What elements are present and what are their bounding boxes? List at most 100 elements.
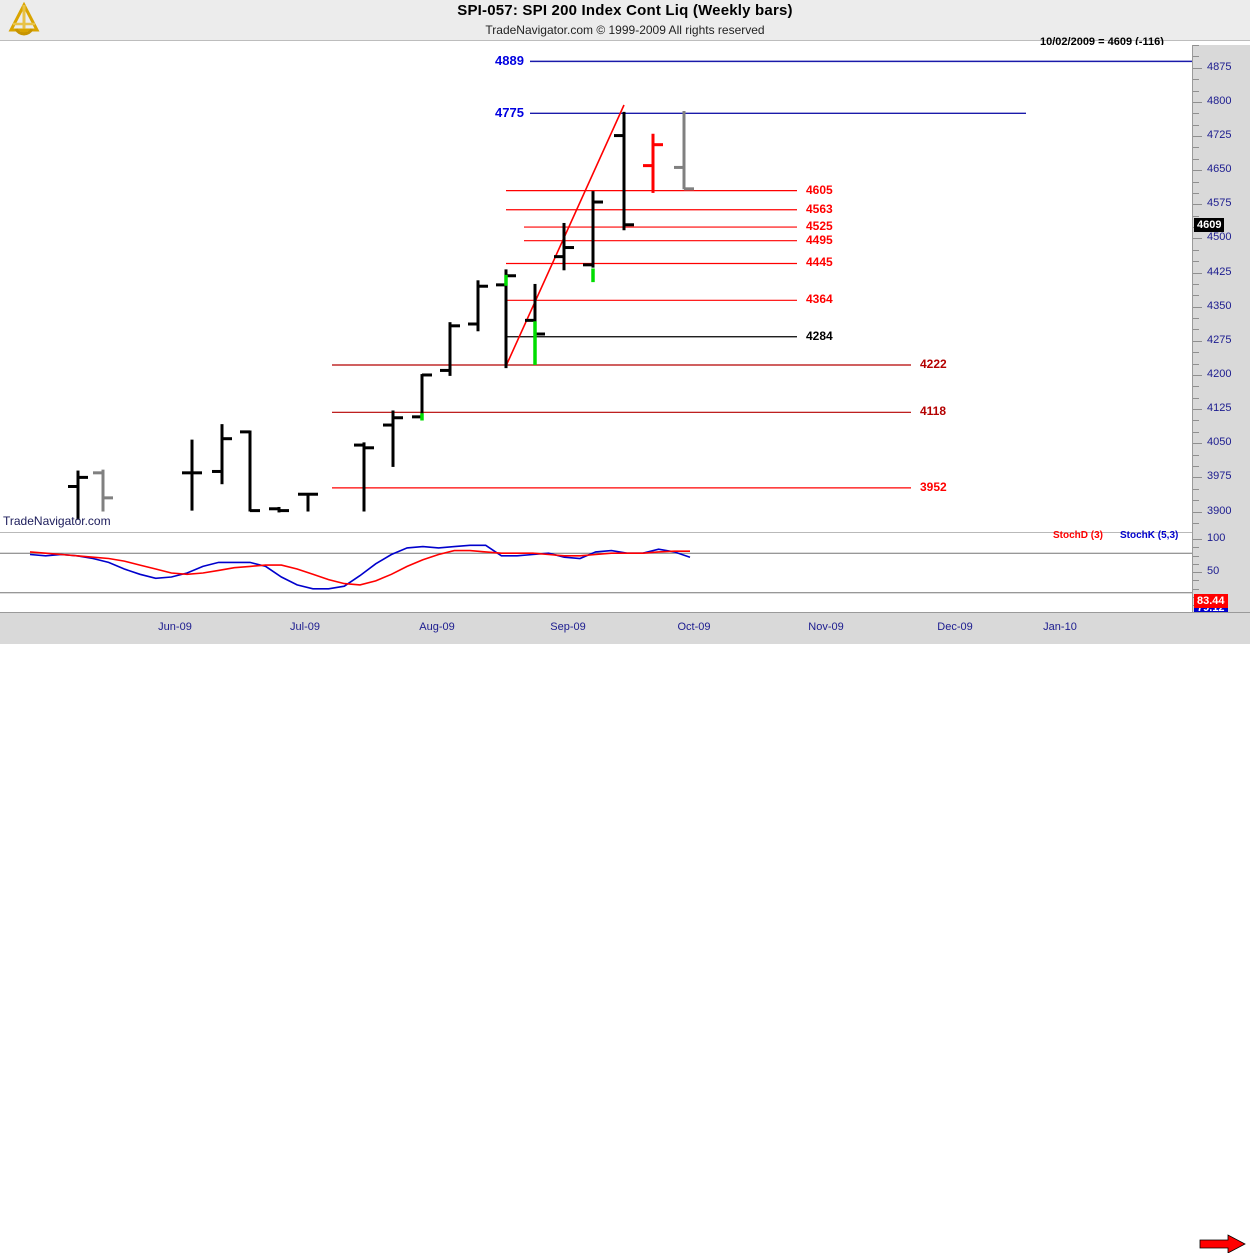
y-axis-minor-tick <box>1193 374 1199 376</box>
y-axis-minor-tick <box>1193 113 1199 115</box>
y-axis-minor-tick <box>1193 431 1199 433</box>
sextant-logo-icon <box>8 1 40 36</box>
stoch-axis-minor-tick <box>1193 555 1199 557</box>
y-axis-label: 4050 <box>1207 436 1232 449</box>
level-label-4495: 4495 <box>806 232 833 247</box>
y-axis-minor-tick <box>1193 420 1199 422</box>
y-axis-minor-tick <box>1193 306 1199 308</box>
y-axis-minor-tick <box>1193 272 1199 274</box>
y-axis-minor-tick <box>1193 67 1199 69</box>
x-axis-label: Nov-09 <box>808 621 844 633</box>
y-axis-minor-tick <box>1193 443 1199 445</box>
y-axis-minor-tick <box>1193 409 1199 411</box>
watermark-text: TradeNavigator.com <box>3 514 111 528</box>
stoch-axis-minor-tick <box>1193 539 1199 540</box>
level-label-4563: 4563 <box>806 201 833 216</box>
price-plot-svg <box>68 60 1192 520</box>
y-axis-label: 4650 <box>1207 163 1232 176</box>
y-axis-minor-tick <box>1193 397 1199 399</box>
y-axis-minor-tick <box>1193 363 1199 365</box>
y-axis-minor-tick <box>1193 45 1199 46</box>
y-axis-label: 4425 <box>1207 265 1232 278</box>
stoch-axis-minor-tick <box>1193 580 1199 582</box>
y-axis-minor-tick <box>1193 90 1199 92</box>
y-axis-label: 4500 <box>1207 231 1232 244</box>
legend-stochk: StochK (5,3) <box>1120 530 1179 541</box>
right-arrow-cursor-icon <box>1199 1234 1246 1253</box>
stoch-axis-minor-tick <box>1193 547 1199 549</box>
y-axis-minor-tick <box>1193 522 1199 524</box>
price-y-axis[interactable]: 4875 4800 4725 4650 4575 4500 4425 4350 4275 4200… <box>1192 45 1250 615</box>
y-axis-minor-tick <box>1193 511 1199 513</box>
y-axis-minor-tick <box>1193 340 1199 342</box>
y-axis-minor-tick <box>1193 215 1199 217</box>
y-axis-minor-tick <box>1193 170 1199 172</box>
y-axis-minor-tick <box>1193 249 1199 251</box>
stoch-series-stochd <box>29 549 690 586</box>
stoch-series-stochk <box>29 544 691 590</box>
y-axis-minor-tick <box>1193 158 1199 160</box>
level-label-4775: 4775 <box>495 105 524 121</box>
y-axis-minor-tick <box>1193 352 1199 354</box>
y-axis-label: 3975 <box>1207 470 1232 483</box>
y-axis-label: 4725 <box>1207 129 1232 142</box>
stoch-axis-label: 100 <box>1207 532 1226 544</box>
level-label-4118: 4118 <box>920 404 947 419</box>
y-axis-minor-tick <box>1193 261 1199 263</box>
level-label-4445: 4445 <box>806 255 833 270</box>
level-label-4284: 4284 <box>806 328 833 343</box>
date-x-axis[interactable]: Jun-09 Jul-09 Aug-09 Sep-09 Oct-09 Nov-09 Dec-… <box>0 612 1250 1253</box>
level-label-3952: 3952 <box>920 479 947 494</box>
y-axis-minor-tick <box>1193 147 1199 149</box>
y-axis-label: 4575 <box>1207 197 1232 210</box>
window-titlebar: SPI-057: SPI 200 Index Cont Liq (Weekly … <box>0 0 1250 41</box>
y-axis-minor-tick <box>1193 318 1199 320</box>
y-axis-minor-tick <box>1193 79 1199 81</box>
x-axis-label: Aug-09 <box>419 621 455 633</box>
x-axis-label: Sep-09 <box>550 621 586 633</box>
stochastic-plot-svg <box>0 544 1192 594</box>
stoch-axis-minor-tick <box>1193 572 1199 573</box>
y-axis-minor-tick <box>1193 477 1199 479</box>
y-axis-minor-tick <box>1193 386 1199 388</box>
level-label-4222: 4222 <box>920 356 947 371</box>
y-axis-minor-tick <box>1193 488 1199 490</box>
chart-subtitle: TradeNavigator.com © 1999-2009 All right… <box>485 23 765 37</box>
y-axis-minor-tick <box>1193 124 1199 126</box>
y-axis-minor-tick <box>1193 295 1199 297</box>
y-axis-label: 4875 <box>1207 60 1232 73</box>
y-axis-minor-tick <box>1193 283 1199 285</box>
y-axis-minor-tick <box>1193 56 1199 58</box>
stoch-axis-label: 50 <box>1207 565 1220 577</box>
y-axis-label: 4275 <box>1207 333 1232 346</box>
x-axis-label: Jul-09 <box>290 621 320 633</box>
last-price-badge: 4609 <box>1194 218 1225 232</box>
y-axis-minor-tick <box>1193 500 1199 502</box>
y-axis-label: 4200 <box>1207 367 1232 380</box>
x-axis-label: Jun-09 <box>158 621 192 633</box>
stoch-axis-minor-tick <box>1193 588 1199 590</box>
legend-stochd: StochD (3) <box>1053 530 1103 541</box>
x-axis-label: Jan-10 <box>1043 621 1077 633</box>
y-axis-label: 4125 <box>1207 402 1232 415</box>
x-axis-label: Dec-09 <box>937 621 973 633</box>
y-axis-minor-tick <box>1193 101 1199 103</box>
y-axis-minor-tick <box>1193 454 1199 456</box>
level-label-4605: 4605 <box>806 182 833 197</box>
y-axis-label: 3900 <box>1207 504 1232 517</box>
y-axis-minor-tick <box>1193 329 1199 331</box>
y-axis-label: 4800 <box>1207 94 1232 107</box>
x-axis-label: Oct-09 <box>677 621 711 633</box>
y-axis-minor-tick <box>1193 192 1199 194</box>
level-label-4364: 4364 <box>806 292 833 307</box>
stochastic-pane[interactable] <box>0 532 1193 613</box>
stochd-value-badge: 83.44 <box>1194 594 1228 608</box>
y-axis-minor-tick <box>1193 136 1199 138</box>
level-label-4889: 4889 <box>495 53 524 69</box>
price-chart-pane[interactable]: TradeNavigator.com <box>0 45 1193 532</box>
level-label-4525: 4525 <box>806 219 833 234</box>
stoch-axis-minor-tick <box>1193 563 1199 565</box>
y-axis-minor-tick <box>1193 204 1199 206</box>
y-axis-minor-tick <box>1193 181 1199 183</box>
